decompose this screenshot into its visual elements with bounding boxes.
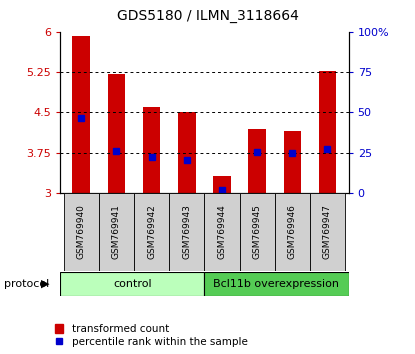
Bar: [63, 193, 99, 271]
Bar: [204, 193, 239, 271]
Text: GSM769946: GSM769946: [288, 204, 297, 259]
Text: GSM769942: GSM769942: [147, 205, 156, 259]
Text: protocol: protocol: [4, 279, 49, 289]
Text: GSM769943: GSM769943: [182, 204, 191, 259]
Text: GSM769945: GSM769945: [253, 204, 261, 259]
Bar: [239, 193, 275, 271]
Bar: [310, 193, 345, 271]
Bar: [60, 272, 204, 296]
Text: control: control: [113, 279, 151, 289]
Bar: [248, 129, 266, 193]
Text: GSM769947: GSM769947: [323, 204, 332, 259]
Text: GDS5180 / ILMN_3118664: GDS5180 / ILMN_3118664: [117, 9, 298, 23]
Bar: [107, 74, 125, 193]
Text: GSM769941: GSM769941: [112, 204, 121, 259]
Bar: [178, 113, 195, 193]
Bar: [169, 193, 205, 271]
Bar: [143, 107, 161, 193]
Text: Bcl11b overexpression: Bcl11b overexpression: [213, 279, 339, 289]
Bar: [213, 176, 231, 193]
Bar: [134, 193, 169, 271]
Bar: [204, 272, 349, 296]
Bar: [73, 36, 90, 193]
Text: ▶: ▶: [41, 279, 49, 289]
Text: GSM769944: GSM769944: [217, 205, 227, 259]
Bar: [319, 71, 336, 193]
Legend: transformed count, percentile rank within the sample: transformed count, percentile rank withi…: [55, 324, 248, 347]
Bar: [99, 193, 134, 271]
Text: GSM769940: GSM769940: [77, 204, 86, 259]
Bar: [283, 131, 301, 193]
Bar: [275, 193, 310, 271]
